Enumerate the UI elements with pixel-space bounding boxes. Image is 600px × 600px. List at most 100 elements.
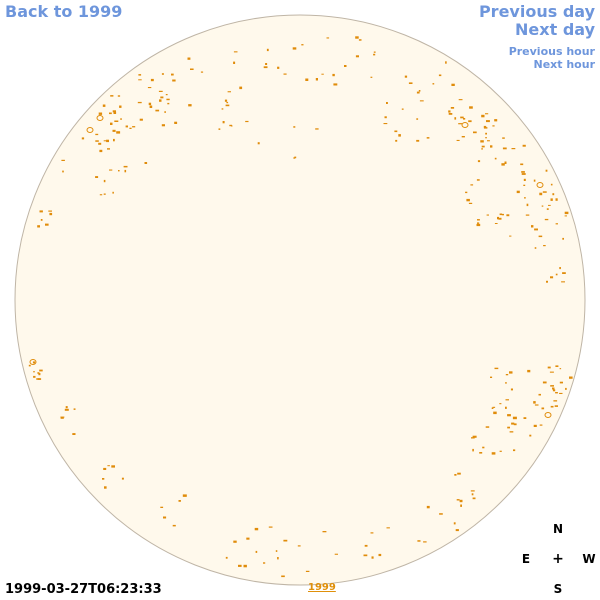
solar-disk: [14, 14, 586, 586]
magnetic-feature-mark: [190, 68, 194, 70]
magnetic-feature-mark: [542, 381, 547, 384]
magnetic-feature-mark: [470, 490, 475, 492]
magnetic-feature-mark: [263, 562, 266, 564]
magnetic-feature-mark: [477, 160, 481, 163]
magnetic-feature-mark: [550, 183, 553, 186]
magnetic-feature-mark: [547, 366, 551, 369]
next-hour-link[interactable]: Next hour: [533, 58, 596, 71]
magnetic-feature-mark: [109, 169, 113, 171]
magnetic-feature-mark: [470, 184, 474, 186]
magnetic-feature-mark: [416, 139, 420, 142]
magnetic-feature-mark: [439, 513, 443, 515]
magnetic-feature-mark: [493, 411, 497, 415]
magnetic-feature-mark: [187, 57, 191, 60]
magnetic-feature-mark: [484, 127, 488, 129]
magnetic-feature-layer: [28, 36, 573, 578]
magnetic-feature-mark: [263, 66, 268, 69]
magnetic-feature-mark: [167, 102, 170, 105]
magnetic-feature-mark: [516, 190, 520, 194]
magnetic-feature-mark: [99, 149, 103, 153]
magnetic-feature-mark: [458, 123, 463, 125]
magnetic-feature-mark: [275, 550, 278, 552]
magnetic-feature-mark: [460, 116, 464, 119]
magnetic-feature-mark: [364, 544, 368, 547]
magnetic-feature-contour: [86, 127, 94, 133]
magnetic-feature-mark: [479, 452, 483, 454]
magnetic-feature-mark: [37, 372, 40, 374]
magnetic-feature-mark: [499, 403, 502, 405]
magnetic-feature-mark: [37, 378, 42, 380]
magnetic-feature-mark: [523, 178, 526, 181]
magnetic-feature-mark: [538, 393, 541, 396]
magnetic-feature-mark: [502, 147, 507, 150]
magnetic-feature-mark: [466, 198, 470, 202]
magnetic-feature-mark: [148, 102, 152, 106]
magnetic-feature-mark: [254, 527, 259, 531]
magnetic-feature-mark: [159, 99, 162, 102]
magnetic-feature-mark: [255, 550, 258, 553]
magnetic-feature-mark: [326, 37, 330, 39]
magnetic-feature-mark: [124, 169, 127, 173]
magnetic-feature-mark: [454, 117, 457, 120]
magnetic-feature-mark: [485, 137, 487, 139]
magnetic-feature-mark: [509, 235, 512, 237]
magnetic-feature-mark: [471, 493, 474, 496]
magnetic-feature-mark: [229, 124, 232, 127]
magnetic-feature-mark: [541, 205, 544, 207]
magnetic-feature-mark: [107, 465, 110, 467]
magnetic-feature-mark: [543, 245, 546, 247]
magnetic-feature-mark: [305, 78, 309, 81]
previous-hour-link[interactable]: Previous hour: [508, 45, 595, 58]
magnetic-feature-mark: [456, 139, 460, 141]
magnetic-feature-mark: [226, 101, 229, 104]
magnetic-feature-mark: [472, 435, 477, 438]
magnetic-feature-mark: [531, 225, 534, 228]
magnetic-feature-mark: [386, 527, 390, 529]
magnetic-feature-mark: [480, 140, 484, 143]
magnetic-feature-mark: [550, 405, 554, 408]
magnetic-feature-mark: [95, 176, 99, 178]
next-day-link[interactable]: Next day: [515, 20, 595, 39]
magnetic-feature-mark: [39, 210, 43, 213]
magnetic-feature-mark: [501, 163, 505, 166]
magnetic-feature-mark: [378, 553, 382, 557]
magnetic-feature-mark: [492, 406, 496, 408]
back-to-year-link[interactable]: Back to 1999: [5, 2, 123, 21]
magnetic-feature-mark: [569, 376, 573, 379]
magnetic-feature-mark: [432, 83, 435, 85]
magnetic-feature-mark: [333, 83, 338, 86]
magnetic-feature-mark: [534, 228, 538, 231]
magnetic-feature-mark: [225, 104, 230, 107]
magnetic-feature-mark: [564, 215, 567, 217]
magnetic-feature-mark: [283, 73, 287, 75]
magnetic-feature-mark: [502, 137, 505, 139]
magnetic-feature-mark: [292, 47, 297, 50]
year-link[interactable]: 1999: [308, 582, 336, 593]
magnetic-feature-mark: [39, 369, 43, 372]
magnetic-feature-contour: [29, 359, 37, 365]
magnetic-feature-mark: [485, 113, 489, 115]
magnetic-feature-mark: [225, 556, 228, 559]
magnetic-feature-mark: [150, 78, 154, 82]
magnetic-feature-mark: [119, 105, 122, 108]
magnetic-feature-mark: [103, 140, 108, 142]
magnetic-feature-mark: [539, 424, 543, 426]
magnetic-feature-mark: [103, 193, 106, 195]
magnetic-feature-mark: [523, 417, 527, 419]
magnetic-feature-mark: [161, 124, 165, 127]
magnetic-feature-mark: [103, 179, 106, 183]
magnetic-feature-mark: [460, 504, 462, 507]
previous-day-link[interactable]: Previous day: [478, 2, 595, 21]
magnetic-feature-mark: [529, 434, 532, 437]
magnetic-feature-mark: [499, 450, 502, 452]
magnetic-feature-mark: [465, 191, 468, 194]
magnetic-feature-mark: [104, 486, 107, 489]
magnetic-feature-mark: [224, 99, 228, 102]
magnetic-feature-mark: [155, 109, 160, 112]
magnetic-feature-mark: [550, 276, 554, 279]
magnetic-feature-mark: [138, 79, 142, 81]
magnetic-feature-mark: [239, 86, 243, 90]
magnetic-feature-mark: [45, 223, 49, 226]
magnetic-feature-mark: [321, 73, 324, 75]
